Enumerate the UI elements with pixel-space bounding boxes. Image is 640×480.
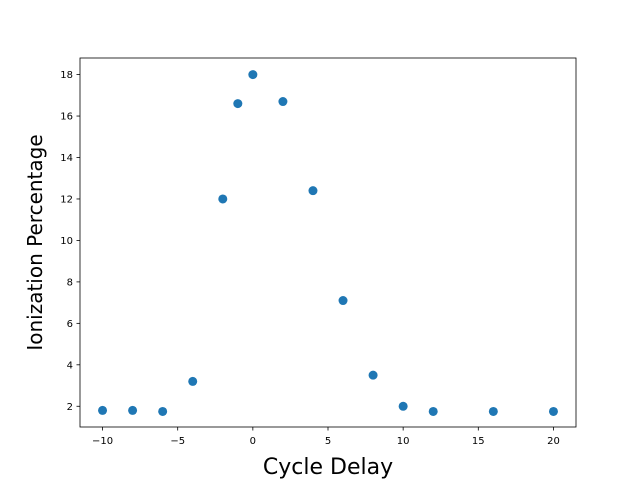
data-point	[428, 406, 438, 416]
data-point	[233, 99, 243, 109]
y-tick-label: 10	[60, 236, 73, 247]
data-point	[338, 296, 348, 306]
x-tick-label: 5	[325, 436, 331, 447]
x-tick-label: 20	[547, 436, 560, 447]
plot-area	[80, 58, 576, 427]
y-tick-label: 14	[60, 153, 73, 164]
data-point	[158, 406, 168, 416]
y-axis-title: Ionization Percentage	[23, 134, 47, 350]
data-points	[98, 70, 558, 416]
x-tick-label: −5	[170, 436, 185, 447]
data-point	[98, 405, 108, 415]
data-point	[188, 376, 198, 386]
x-tick-label: 0	[250, 436, 256, 447]
y-tick-label: 18	[60, 70, 73, 81]
y-axis-ticks: 2 4 6 8 10 12 14 16 18	[60, 70, 80, 413]
x-axis-ticks: −10 −5 0 5 10 15 20	[92, 427, 560, 447]
y-tick-label: 2	[67, 402, 73, 413]
data-point	[218, 194, 228, 204]
y-tick-label: 6	[67, 319, 73, 330]
y-tick-label: 16	[60, 112, 73, 123]
x-tick-label: −10	[92, 436, 113, 447]
x-tick-label: 10	[397, 436, 410, 447]
y-tick-label: 12	[60, 195, 73, 206]
plot-frame	[79, 57, 577, 428]
y-tick-label: 8	[67, 277, 73, 288]
data-point	[278, 97, 288, 107]
data-point	[368, 370, 378, 380]
y-tick-label: 4	[67, 360, 73, 371]
data-point	[488, 406, 498, 416]
data-point	[308, 186, 318, 196]
data-point	[128, 405, 138, 415]
data-point	[548, 406, 558, 416]
x-axis-title: Cycle Delay	[263, 455, 393, 480]
x-tick-label: 15	[472, 436, 485, 447]
data-point	[398, 401, 408, 411]
data-point	[248, 70, 258, 80]
